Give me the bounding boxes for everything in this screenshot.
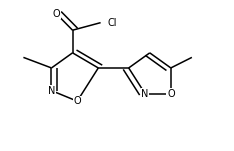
Text: N: N xyxy=(141,89,149,99)
Text: N: N xyxy=(48,86,55,96)
Text: O: O xyxy=(167,89,175,99)
Text: O: O xyxy=(73,96,81,106)
Text: Cl: Cl xyxy=(108,18,117,28)
Text: O: O xyxy=(52,9,60,19)
